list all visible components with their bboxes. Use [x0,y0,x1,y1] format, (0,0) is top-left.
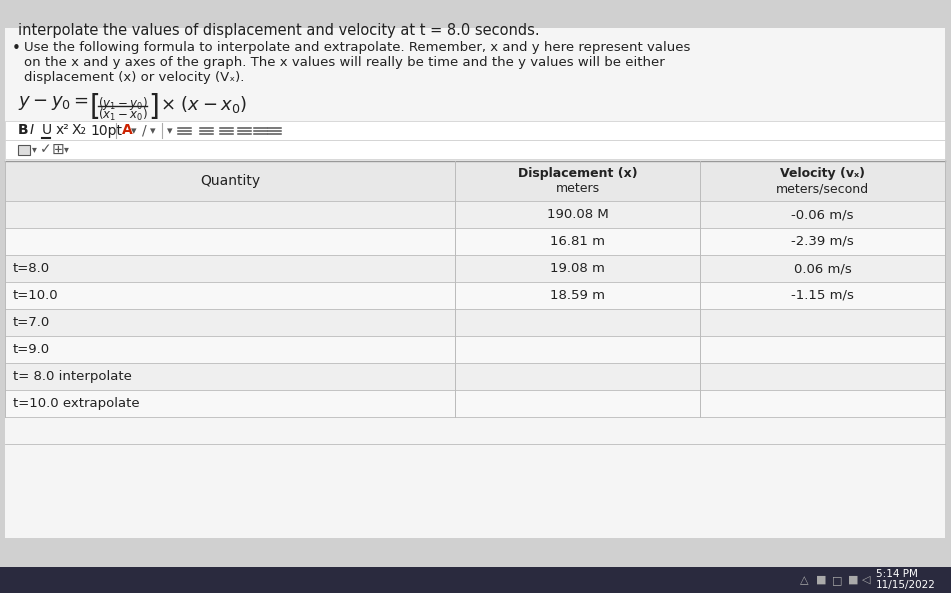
Text: /: / [142,123,146,138]
Text: ▾: ▾ [64,145,68,155]
Text: ✓: ✓ [40,142,51,157]
FancyBboxPatch shape [5,309,945,336]
Text: t=10.0: t=10.0 [13,289,59,302]
FancyBboxPatch shape [5,28,945,538]
FancyBboxPatch shape [5,336,945,363]
Text: ⊞: ⊞ [52,142,65,157]
Text: 19.08 m: 19.08 m [550,262,605,275]
Text: meters/second: meters/second [776,183,869,196]
Text: $y - y_0 = $: $y - y_0 = $ [18,94,89,112]
FancyBboxPatch shape [5,390,945,417]
Text: ▾: ▾ [32,145,37,155]
Text: I: I [30,123,34,138]
Text: -1.15 m/s: -1.15 m/s [791,289,854,302]
Text: △: △ [800,575,808,585]
Text: ▾: ▾ [131,126,137,136]
FancyBboxPatch shape [5,140,945,159]
FancyBboxPatch shape [5,282,945,309]
Text: Velocity (vₓ): Velocity (vₓ) [780,167,865,180]
FancyBboxPatch shape [5,363,945,390]
Text: t=7.0: t=7.0 [13,316,50,329]
FancyBboxPatch shape [5,161,945,201]
Text: B: B [18,123,29,138]
Text: A: A [122,123,133,138]
Text: ■: ■ [816,575,826,585]
Text: Displacement (x): Displacement (x) [517,167,637,180]
Text: 190.08 M: 190.08 M [547,208,609,221]
Text: □: □ [832,575,843,585]
Text: -0.06 m/s: -0.06 m/s [791,208,854,221]
Text: [: [ [90,93,101,121]
Bar [18,145,30,155]
Text: interpolate the values of displacement and velocity at t = 8.0 seconds.: interpolate the values of displacement a… [18,23,539,38]
Text: 5:14 PM: 5:14 PM [876,569,918,579]
FancyBboxPatch shape [5,121,945,140]
Text: displacement (x) or velocity (Vₓ).: displacement (x) or velocity (Vₓ). [24,71,244,84]
FancyBboxPatch shape [5,163,9,308]
Text: •: • [12,41,21,56]
Text: t=10.0 extrapolate: t=10.0 extrapolate [13,397,140,410]
FancyBboxPatch shape [0,567,951,593]
Text: on the x and y axes of the graph. The x values will really be time and the y val: on the x and y axes of the graph. The x … [24,56,665,69]
Text: ◁: ◁ [862,575,870,585]
FancyBboxPatch shape [5,228,945,255]
Text: x²: x² [56,123,69,138]
Text: ]: ] [148,93,159,121]
Text: ▾: ▾ [167,126,173,136]
Text: ■: ■ [848,575,859,585]
Text: $(x_1 - x_0)$: $(x_1 - x_0)$ [98,107,147,123]
Text: X₂: X₂ [72,123,87,138]
Text: $\times\ (x - x_0)$: $\times\ (x - x_0)$ [160,94,247,115]
Text: U: U [42,123,52,138]
Text: t=8.0: t=8.0 [13,262,50,275]
Text: -2.39 m/s: -2.39 m/s [791,235,854,248]
Text: meters: meters [555,183,599,196]
FancyBboxPatch shape [5,201,945,228]
Text: t= 8.0 interpolate: t= 8.0 interpolate [13,370,132,383]
Text: 16.81 m: 16.81 m [550,235,605,248]
FancyBboxPatch shape [5,255,945,282]
Text: 11/15/2022: 11/15/2022 [876,580,936,590]
Text: Use the following formula to interpolate and extrapolate. Remember, x and y here: Use the following formula to interpolate… [24,41,690,54]
Text: t=9.0: t=9.0 [13,343,50,356]
Text: 18.59 m: 18.59 m [550,289,605,302]
Text: ▾: ▾ [150,126,156,136]
Text: $(y_1 - y_0)$: $(y_1 - y_0)$ [98,95,147,112]
Text: 0.06 m/s: 0.06 m/s [794,262,851,275]
Text: 10pt: 10pt [90,123,122,138]
Text: Quantity: Quantity [200,174,260,188]
